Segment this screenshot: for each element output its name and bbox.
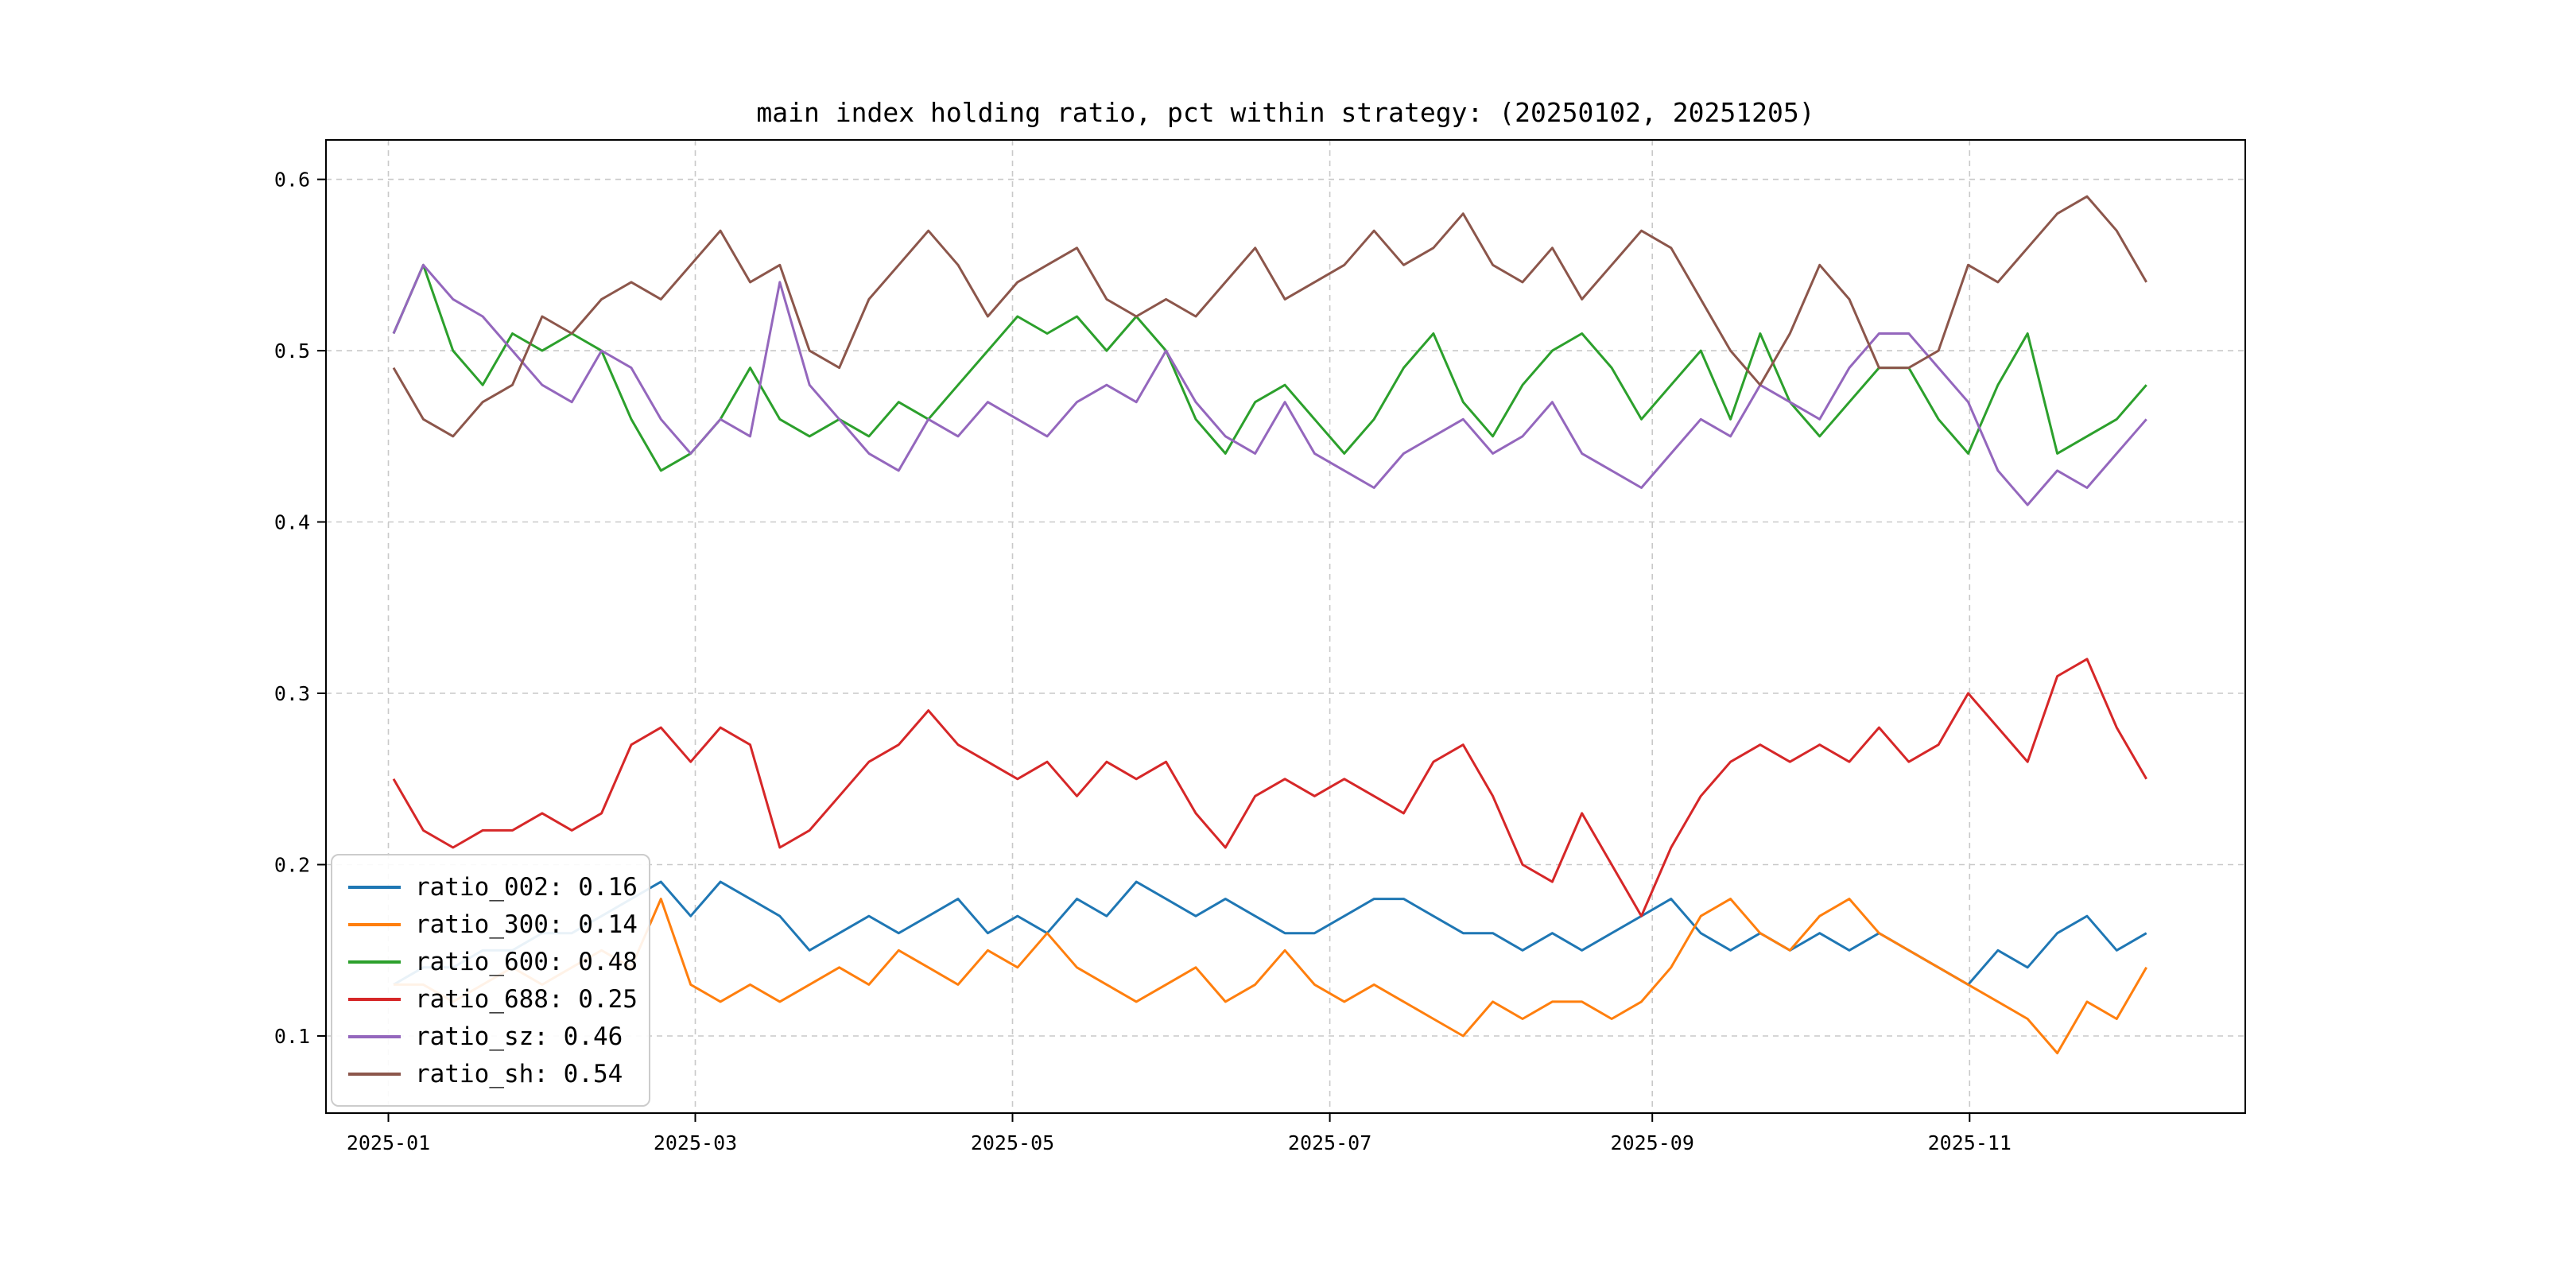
legend-line-sample [348,1072,401,1076]
x-tick-label: 2025-05 [971,1131,1054,1154]
legend-item-ratio_688: ratio_688: 0.25 [348,980,638,1018]
legend-label: ratio_300: 0.14 [415,910,638,939]
legend-line-sample [348,997,401,1001]
legend-line-sample [348,885,401,889]
series-line-ratio_002 [393,880,2147,986]
legend-label: ratio_sh: 0.54 [415,1059,623,1088]
chart-legend: ratio_002: 0.16 ratio_300: 0.14 ratio_600:… [331,854,650,1107]
series-line-ratio_300 [394,898,2147,1055]
legend-line-sample [348,1034,401,1038]
x-tick-label: 2025-09 [1611,1131,1694,1154]
legend-label: ratio_sz: 0.46 [415,1022,623,1051]
series-line-ratio_sz [392,263,2147,506]
y-tick-label: 0.3 [274,682,310,705]
x-tick-label: 2025-11 [1928,1131,2012,1154]
y-tick-label: 0.6 [274,169,310,192]
series-line-ratio_sh [392,195,2147,438]
chart-title: main index holding ratio, pct within str… [756,97,1815,128]
series-line-ratio_600 [392,263,2147,472]
legend-label: ratio_002: 0.16 [415,872,638,902]
legend-label: ratio_688: 0.25 [415,984,638,1014]
legend-line-sample [348,922,401,926]
legend-line-sample [348,960,401,964]
x-tick-label: 2025-07 [1288,1131,1371,1154]
y-tick-label: 0.5 [274,339,310,363]
legend-item-ratio_002: ratio_002: 0.16 [348,868,638,906]
axes-frame [325,139,2246,1114]
legend-item-ratio_600: ratio_600: 0.48 [348,943,638,980]
legend-item-ratio_300: ratio_300: 0.14 [348,906,638,943]
y-tick-label: 0.4 [274,511,310,534]
x-tick-label: 2025-01 [347,1131,430,1154]
legend-label: ratio_600: 0.48 [415,947,638,976]
series-line-ratio_688 [392,658,2147,918]
legend-item-ratio_sh: ratio_sh: 0.54 [348,1055,633,1092]
y-tick-label: 0.2 [274,854,310,877]
y-tick-label: 0.1 [274,1025,310,1048]
legend-item-ratio_sz: ratio_sz: 0.46 [348,1018,633,1055]
x-tick-label: 2025-03 [654,1131,737,1154]
